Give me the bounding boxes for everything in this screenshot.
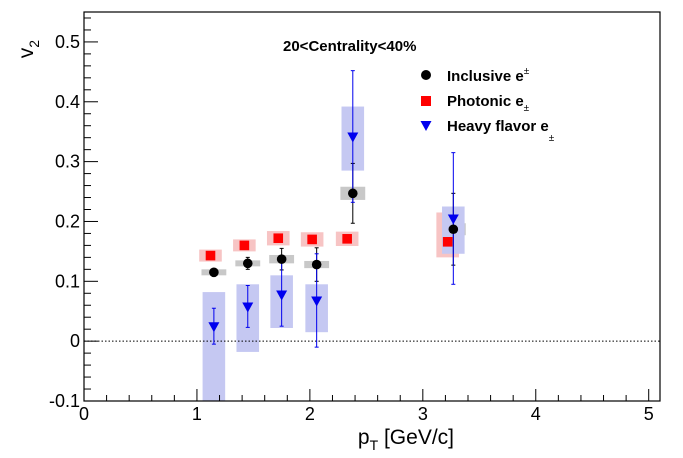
- x-tick-label: 3: [418, 404, 428, 424]
- x-tick-label: 1: [192, 404, 202, 424]
- legend-photonic-name: Photonic e: [447, 93, 524, 110]
- y-tick-label: 0.2: [55, 211, 80, 231]
- heavy-flavor-point: [276, 290, 288, 301]
- y-tick-label: 0.5: [55, 32, 80, 52]
- y-axis-title-sub: 2: [26, 40, 42, 48]
- systematic-boxes: [199, 106, 466, 401]
- legend-label-heavy-flavor: Heavy flavor e±: [447, 118, 555, 144]
- legend-inclusive-sup: ±: [524, 66, 530, 77]
- photonic-point: [442, 237, 453, 247]
- heavy-flavor-point: [311, 296, 323, 307]
- legend-marker-heavy-flavor: [420, 121, 432, 131]
- x-axis-title-main: p: [358, 426, 370, 449]
- legend-heavy-flavor-sub: ±: [549, 133, 555, 144]
- legend-inclusive-name: Inclusive e: [447, 68, 524, 85]
- y-axis-title-main: v: [15, 47, 38, 58]
- tick-labels: 0 1 2 3 4 5-0.100.10.20.30.40.5: [49, 32, 654, 424]
- x-axis-title: pT [GeV/c]: [358, 426, 454, 453]
- centrality-annotation: 20<Centrality<40%: [283, 38, 416, 55]
- y-tick-label: 0.3: [55, 152, 80, 172]
- data-markers: [205, 132, 459, 333]
- legend: Inclusive e± Photonic e± Heavy flavor e±: [420, 66, 555, 144]
- heavy-flavor-point: [347, 132, 359, 143]
- heavy-flavor-point: [208, 322, 220, 333]
- heavy-flavor-sys-box: [202, 292, 226, 401]
- x-tick-label: 0: [79, 404, 89, 424]
- x-tick-label: 5: [644, 404, 654, 424]
- inclusive-point: [348, 188, 358, 199]
- legend-marker-inclusive: [421, 70, 431, 80]
- y-axis-title: v2: [15, 40, 42, 59]
- y-tick-label: -0.1: [49, 391, 80, 411]
- legend-marker-photonic: [421, 96, 431, 106]
- x-axis-title-sub: T: [370, 437, 379, 453]
- legend-label-photonic: Photonic e±: [447, 93, 530, 114]
- photonic-point: [239, 240, 250, 251]
- y-tick-label: 0.1: [55, 271, 80, 291]
- inclusive-point: [311, 259, 322, 270]
- heavy-flavor-point: [242, 302, 254, 313]
- x-tick-label: 2: [305, 404, 315, 424]
- inclusive-point: [276, 254, 287, 264]
- photonic-point: [342, 234, 352, 244]
- legend-photonic-sub: ±: [524, 103, 530, 114]
- photonic-point: [205, 250, 216, 261]
- y-tick-label: 0.4: [55, 92, 80, 112]
- heavy-flavor-point: [447, 214, 459, 225]
- photonic-point: [273, 233, 284, 244]
- inclusive-point: [448, 224, 459, 235]
- y-tick-label: 0: [70, 331, 80, 351]
- inclusive-point: [242, 258, 253, 269]
- x-axis-title-rest: [GeV/c]: [378, 426, 454, 449]
- legend-label-inclusive: Inclusive e±: [447, 66, 530, 85]
- inclusive-point: [209, 267, 219, 278]
- photonic-point: [307, 234, 317, 245]
- plot-frame: [83, 11, 661, 402]
- legend-heavy-flavor-name: Heavy flavor e: [447, 118, 549, 135]
- x-tick-label: 4: [531, 404, 541, 424]
- axis-ticks: [83, 17, 650, 402]
